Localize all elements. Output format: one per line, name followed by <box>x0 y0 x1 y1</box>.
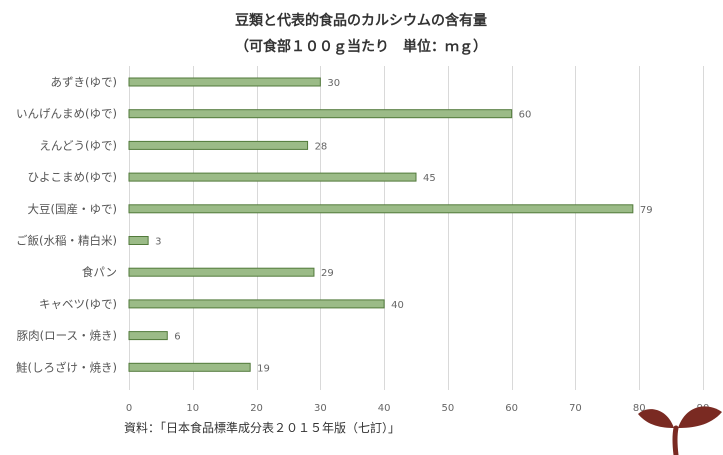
category-label: あずき(ゆで) <box>51 75 117 89</box>
category-labels: あずき(ゆで) いんげんまめ(ゆで) えんどう(ゆで) ひよこまめ(ゆで) 大豆(国産・… <box>16 75 117 374</box>
data-label: 19 <box>257 363 270 374</box>
source-note: 資料：「日本食品標準成分表２０１５年版（七訂）」 <box>124 420 400 435</box>
bars <box>128 77 634 372</box>
bar <box>128 77 321 87</box>
x-tick-labels: 0102030405060708090 <box>126 403 710 414</box>
chart-subtitle: （可食部１００ｇ当たり 単位：ｍｇ） <box>235 38 487 56</box>
category-label: ご飯(水稲・精白米) <box>16 234 117 248</box>
x-tick-label: 70 <box>569 403 582 414</box>
x-tick-label: 80 <box>633 403 646 414</box>
category-label: 大豆(国産・ゆで) <box>28 202 117 216</box>
x-tick-label: 0 <box>126 403 132 414</box>
x-tick-label: 50 <box>442 403 455 414</box>
chart-title: 豆類と代表的食品のカルシウムの含有量 <box>235 12 487 29</box>
bar <box>128 267 315 277</box>
data-labels: 30 60 28 45 79 3 29 40 6 19 <box>155 78 652 374</box>
category-label: キャベツ(ゆで) <box>39 297 117 311</box>
data-label: 3 <box>155 237 161 248</box>
data-label: 79 <box>640 205 653 216</box>
data-label: 28 <box>315 141 328 152</box>
bar <box>128 362 251 372</box>
sprout-logo <box>638 406 722 455</box>
bar <box>128 331 168 341</box>
category-label: えんどう(ゆで) <box>39 138 117 152</box>
data-label: 6 <box>174 332 180 343</box>
x-tick-label: 40 <box>378 403 391 414</box>
bar <box>128 204 634 214</box>
category-label: 鮭(しろざけ・焼き) <box>16 360 117 374</box>
bar <box>128 109 513 119</box>
data-label: 60 <box>519 110 532 121</box>
data-label: 30 <box>327 78 340 89</box>
x-tick-label: 20 <box>250 403 263 414</box>
category-label: 豚肉(ロース・焼き) <box>17 329 117 343</box>
category-label: 食パン <box>82 265 117 279</box>
bar <box>128 172 417 182</box>
bar <box>128 299 385 309</box>
data-label: 29 <box>321 268 334 279</box>
data-label: 40 <box>391 300 404 311</box>
data-label: 45 <box>423 173 436 184</box>
bar <box>128 140 309 150</box>
category-label: いんげんまめ(ゆで) <box>16 107 117 121</box>
x-tick-label: 60 <box>505 403 518 414</box>
gridlines <box>129 66 704 390</box>
category-label: ひよこまめ(ゆで) <box>28 170 117 184</box>
x-tick-label: 30 <box>314 403 327 414</box>
x-tick-label: 10 <box>186 403 199 414</box>
bar <box>128 236 149 245</box>
